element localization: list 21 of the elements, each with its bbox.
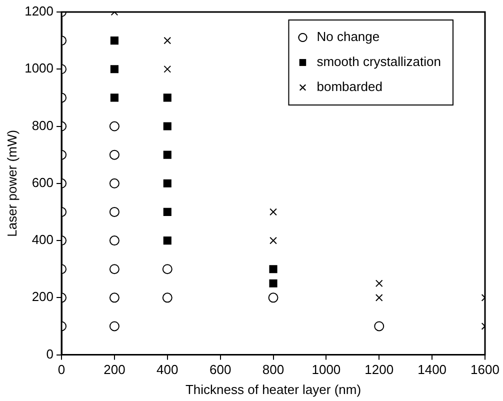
legend-label: smooth crystallization <box>316 54 442 70</box>
y-tick-label: 200 <box>32 289 54 304</box>
y-axis-title: Laser power (mW) <box>4 130 20 237</box>
y-tick-label: 0 <box>46 346 54 362</box>
y-tick-label: 800 <box>32 118 54 133</box>
x-tick-label: 1600 <box>470 362 500 378</box>
y-tick-label: 400 <box>32 232 54 248</box>
legend-label: No change <box>316 29 380 44</box>
x-tick-label: 600 <box>209 362 232 378</box>
x-tick-label: 0 <box>58 362 66 378</box>
x-tick-label: 800 <box>262 362 284 378</box>
x-tick-label: 200 <box>104 362 126 378</box>
x-tick-label: 1400 <box>418 362 447 378</box>
y-tick-label: 600 <box>32 174 54 190</box>
legend-label: bombarded <box>316 79 383 94</box>
x-axis-title: Thickness of heater layer (nm) <box>185 382 362 397</box>
x-tick-label: 1000 <box>312 362 341 378</box>
x-tick-label: 400 <box>156 362 178 378</box>
y-tick-label: 1000 <box>24 60 54 76</box>
x-tick-label: 1200 <box>364 362 394 378</box>
y-tick-label: 1200 <box>24 4 54 19</box>
